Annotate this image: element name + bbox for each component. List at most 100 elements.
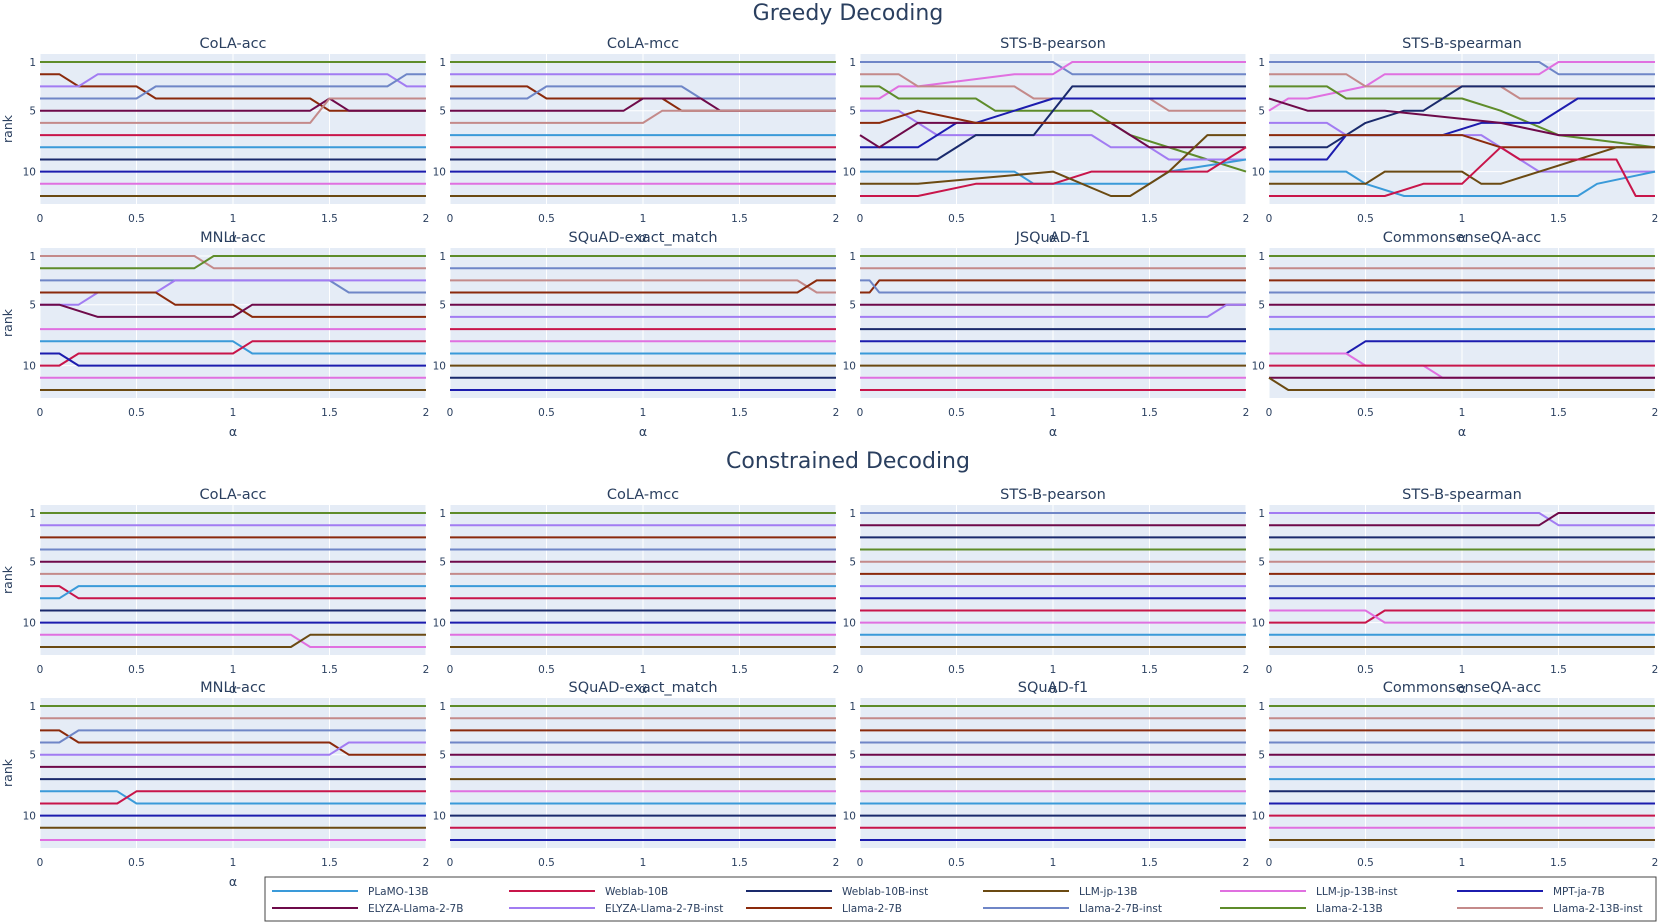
x-tick-label: 0	[857, 857, 864, 869]
x-tick-label: 1.5	[1141, 664, 1158, 676]
x-axis-label: α	[639, 681, 647, 696]
legend-label: LLM-jp-13B	[1079, 886, 1137, 898]
y-tick-label: 5	[849, 750, 856, 762]
series-line-llm-jp-13b-inst	[1268, 61, 1655, 112]
series-line-llama-2-7b	[860, 109, 1246, 124]
y-tick-label: 1	[29, 508, 36, 520]
x-tick-label: 2	[833, 407, 840, 419]
legend-item-elyza-llama-2-7b[interactable]: ELYZA-Llama-2-7B	[272, 903, 463, 915]
panel-constrained-decoding-cola-acc: CoLA-acc 0 0.5 1 1.5 2 1 5 10 α rank	[0, 487, 429, 696]
x-tick-label: 0	[447, 664, 454, 676]
series-line-elyza-llama-2-7b-inst	[40, 73, 426, 88]
x-tick-label: 1.5	[321, 407, 338, 419]
legend: PLaMO-13B Weblab-10B Weblab-10B-inst LLM-jp…	[264, 876, 1657, 922]
x-axis-label: α	[229, 874, 237, 889]
legend-item-elyza-llama-2-7b-inst[interactable]: ELYZA-Llama-2-7B-inst	[509, 903, 723, 915]
y-tick-label: 5	[29, 557, 36, 569]
x-axis-label: α	[639, 424, 647, 439]
x-tick-label: 1	[230, 857, 237, 869]
series-line-llm-jp-13b-inst	[860, 61, 1246, 100]
x-tick-label: 1.5	[731, 664, 748, 676]
y-tick-label: 10	[23, 618, 36, 630]
y-tick-label: 10	[843, 361, 856, 373]
y-tick-label: 5	[849, 300, 856, 312]
x-tick-label: 0.5	[1357, 857, 1374, 869]
legend-item-mpt-ja-7b[interactable]: MPT-ja-7B	[1457, 886, 1605, 898]
series-line-llama-2-13b	[860, 85, 1247, 173]
x-tick-label: 1.5	[1550, 664, 1567, 676]
x-tick-label: 0	[1266, 664, 1273, 676]
legend-item-plamo-13b[interactable]: PLaMO-13B	[272, 886, 429, 898]
y-tick-label: 10	[843, 811, 856, 823]
panel-greedy-decoding-cola-mcc: CoLA-mcc 0 0.5 1 1.5 2 1 5 10 α	[433, 36, 840, 245]
panel-constrained-decoding-sts-b-pearson: STS-B-pearson 0 0.5 1 1.5 2 1 5 10 α	[843, 487, 1250, 696]
panel-constrained-decoding-cola-mcc: CoLA-mcc 0 0.5 1 1.5 2 1 5 10 α	[433, 487, 840, 696]
legend-item-weblab-10b-inst[interactable]: Weblab-10B-inst	[746, 886, 928, 898]
y-tick-label: 10	[433, 618, 446, 630]
y-tick-label: 1	[849, 508, 856, 520]
x-tick-label: 0	[1266, 407, 1273, 419]
series-line-llama-2-7b-inst	[860, 279, 1246, 294]
x-tick-label: 1.5	[1141, 213, 1158, 225]
x-tick-label: 0.5	[538, 664, 555, 676]
panel-title: CoLA-acc	[199, 36, 266, 52]
x-tick-label: 1.5	[731, 857, 748, 869]
legend-item-llama-2-13b[interactable]: Llama-2-13B	[1220, 903, 1383, 915]
series-line-llama-2-13b-inst	[40, 97, 426, 124]
y-tick-label: 10	[1252, 361, 1265, 373]
x-tick-label: 0.5	[1357, 407, 1374, 419]
y-tick-label: 1	[1258, 701, 1265, 713]
panel-greedy-decoding-jsquad-f1: JSQuAD-f1 0 0.5 1 1.5 2 1 5 10 α	[843, 230, 1250, 439]
y-tick-label: 5	[849, 106, 856, 118]
x-tick-label: 0.5	[128, 407, 145, 419]
x-tick-label: 0	[447, 213, 454, 225]
x-tick-label: 0.5	[948, 857, 965, 869]
legend-item-llm-jp-13b-inst[interactable]: LLM-jp-13B-inst	[1220, 886, 1397, 898]
panel-greedy-decoding-commonsenseqa-acc: CommonsenseQA-acc 0 0.5 1 1.5 2 1 5 10 α	[1252, 230, 1659, 439]
y-tick-label: 5	[439, 300, 446, 312]
panel-greedy-decoding-sts-b-spearman: STS-B-spearman 0 0.5 1 1.5 2 1 5 10 α	[1252, 36, 1659, 245]
legend-item-weblab-10b[interactable]: Weblab-10B	[509, 886, 668, 898]
series-line-elyza-llama-2-7b	[40, 303, 426, 318]
panel-title: SQuAD-exact_match	[568, 680, 717, 696]
y-tick-label: 1	[1258, 508, 1265, 520]
x-tick-label: 2	[1652, 407, 1659, 419]
panel-constrained-decoding-mnli-acc: MNLI-acc 0 0.5 1 1.5 2 1 5 10 α rank	[0, 680, 429, 889]
y-tick-label: 5	[1258, 300, 1265, 312]
x-axis-label: α	[229, 424, 237, 439]
y-tick-label: 10	[1252, 618, 1265, 630]
y-tick-label: 10	[23, 811, 36, 823]
series-line-llm-jp-13b-inst	[1269, 609, 1655, 624]
y-tick-label: 5	[849, 557, 856, 569]
series-line-llama-2-7b	[450, 279, 836, 294]
y-tick-label: 1	[29, 701, 36, 713]
x-tick-label: 2	[423, 213, 430, 225]
series-line-weblab-10b	[40, 790, 426, 805]
legend-item-llama-2-7b-inst[interactable]: Llama-2-7B-inst	[983, 903, 1162, 915]
y-tick-label: 10	[843, 618, 856, 630]
x-tick-label: 1	[1459, 857, 1466, 869]
series-line-mpt-ja-7b	[40, 352, 426, 367]
section-title-constrained-decoding: Constrained Decoding	[726, 449, 970, 474]
panel-title: MNLI-acc	[200, 680, 266, 696]
x-tick-label: 0.5	[1357, 664, 1374, 676]
x-tick-label: 1	[640, 664, 647, 676]
panel-constrained-decoding-commonsenseqa-acc: CommonsenseQA-acc 0 0.5 1 1.5 2 1 5 10 α	[1252, 680, 1659, 889]
legend-item-llama-2-7b[interactable]: Llama-2-7B	[746, 903, 902, 915]
legend-item-llama-2-13b-inst[interactable]: Llama-2-13B-inst	[1457, 903, 1643, 915]
legend-label: PLaMO-13B	[368, 886, 429, 898]
section-title-greedy-decoding: Greedy Decoding	[753, 1, 944, 26]
legend-item-llm-jp-13b[interactable]: LLM-jp-13B	[983, 886, 1137, 898]
y-axis-label: rank	[0, 114, 15, 143]
x-axis-label: α	[229, 230, 237, 245]
x-tick-label: 0	[37, 664, 44, 676]
x-tick-label: 1.5	[1550, 857, 1567, 869]
panel-greedy-decoding-cola-acc: CoLA-acc 0 0.5 1 1.5 2 1 5 10 α rank	[0, 36, 429, 245]
series-line-llama-2-13b-inst	[860, 73, 1246, 112]
x-tick-label: 2	[1243, 407, 1250, 419]
y-tick-label: 10	[433, 361, 446, 373]
y-tick-label: 10	[23, 167, 36, 179]
y-tick-label: 1	[439, 251, 446, 263]
series-line-plamo-13b	[1269, 170, 1656, 197]
